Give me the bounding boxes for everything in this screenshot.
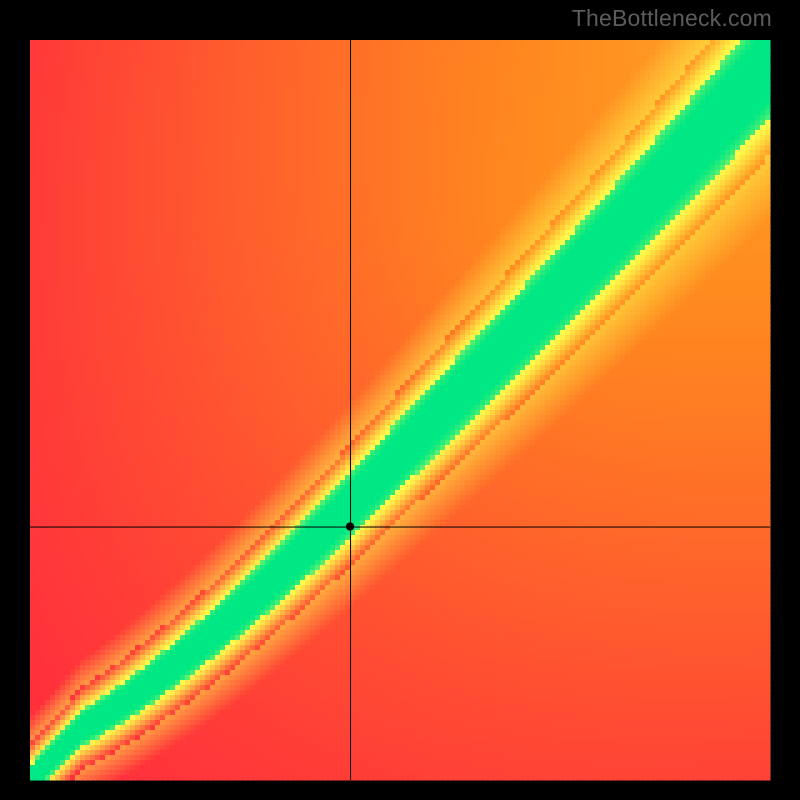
watermark-text: TheBottleneck.com [572,5,772,32]
heatmap-canvas [0,0,800,800]
chart-container: TheBottleneck.com [0,0,800,800]
